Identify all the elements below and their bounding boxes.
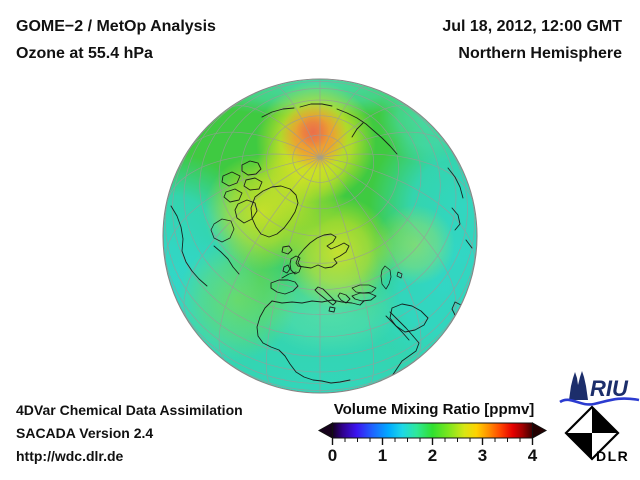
coast-scandinavia — [295, 233, 350, 269]
coast-africa-north — [271, 299, 365, 306]
coast-black-sea — [351, 284, 377, 294]
coastlines — [170, 103, 473, 384]
coast-greece — [337, 292, 351, 304]
level-subtitle: Ozone at 55.4 hPa — [16, 45, 153, 62]
colorbar: Volume Mixing Ratio [ppmv] 0 1 2 3 4 — [317, 401, 548, 465]
coast-east-asia — [447, 167, 464, 199]
figure-date-block: Jul 18, 2012, 12:00 GMT Northern Hemisph… — [442, 13, 622, 67]
riu-logo: RIU — [559, 371, 640, 406]
instrument-title: GOME−2 / MetOp Analysis — [16, 18, 216, 35]
colorbar-title: Volume Mixing Ratio [ppmv] — [334, 401, 535, 418]
svg-text:2: 2 — [428, 446, 437, 465]
svg-text:3: 3 — [478, 446, 487, 465]
svg-text:0: 0 — [328, 446, 337, 465]
riu-wordmark: RIU — [590, 376, 629, 401]
coast-britain — [289, 255, 302, 275]
coast-red-sea-b — [389, 311, 414, 337]
coast-france — [281, 271, 297, 279]
coast-iceland — [281, 245, 293, 255]
version-label: SACADA Version 2.4 — [16, 425, 154, 441]
coast-north-america-west — [170, 205, 208, 287]
date-label: Jul 18, 2012, 12:00 GMT — [442, 18, 622, 35]
coast-chukotka — [299, 103, 333, 108]
coast-italy — [314, 286, 337, 306]
graticule-lines — [163, 79, 477, 393]
coast-ireland — [282, 264, 291, 274]
coast-greenland — [250, 185, 299, 238]
coast-iberia — [270, 279, 299, 295]
coast-siberia-arctic — [336, 108, 398, 155]
hemisphere-label: Northern Hemisphere — [458, 45, 622, 62]
colorbar-right-arrow — [532, 422, 548, 439]
assimilation-label: 4DVar Chemical Data Assimilation — [16, 402, 243, 418]
colorbar-left-arrow — [317, 422, 333, 439]
coast-baffin — [234, 199, 258, 224]
url-label: http://wdc.dlr.de — [16, 448, 124, 464]
globe-limb — [162, 78, 478, 394]
coast-horn-africa — [389, 335, 420, 380]
riu-wave-icon — [559, 397, 640, 406]
colorbar-ticks: 0 1 2 3 4 — [328, 438, 538, 465]
coast-caspian-sea — [380, 265, 392, 290]
riu-cathedral-icon — [569, 371, 588, 400]
coast-arctic-canada-1 — [241, 160, 262, 176]
coast-kamchatka — [451, 207, 461, 231]
coast-arctic-canada-4 — [223, 188, 243, 203]
dlr-emblem-fill-2 — [566, 433, 592, 459]
coast-arctic-canada-3 — [243, 177, 263, 191]
coast-labrador — [213, 245, 240, 275]
colorbar-gradient-bar — [332, 422, 533, 439]
coast-aral-sea — [396, 271, 403, 279]
coast-arabia — [389, 303, 429, 333]
svg-text:4: 4 — [528, 446, 538, 465]
dlr-emblem-fill-1 — [592, 407, 618, 433]
coast-sicily — [328, 306, 336, 313]
figure-title-block: GOME−2 / MetOp Analysis Ozone at 55.4 hP… — [16, 13, 216, 67]
coast-novaya-zemlya — [351, 122, 364, 138]
coast-red-sea-a — [385, 315, 410, 341]
coast-japan — [465, 239, 473, 249]
coast-arctic-canada-2 — [221, 171, 241, 187]
coast-africa-west — [256, 300, 351, 384]
coast-hudson-bay — [210, 218, 235, 243]
dlr-wordmark: DLR — [596, 448, 629, 464]
credits-block: 4DVar Chemical Data Assimilation SACADA … — [16, 399, 243, 468]
svg-text:1: 1 — [378, 446, 387, 465]
coast-alaska — [261, 107, 295, 118]
dlr-logo: DLR — [564, 405, 629, 464]
